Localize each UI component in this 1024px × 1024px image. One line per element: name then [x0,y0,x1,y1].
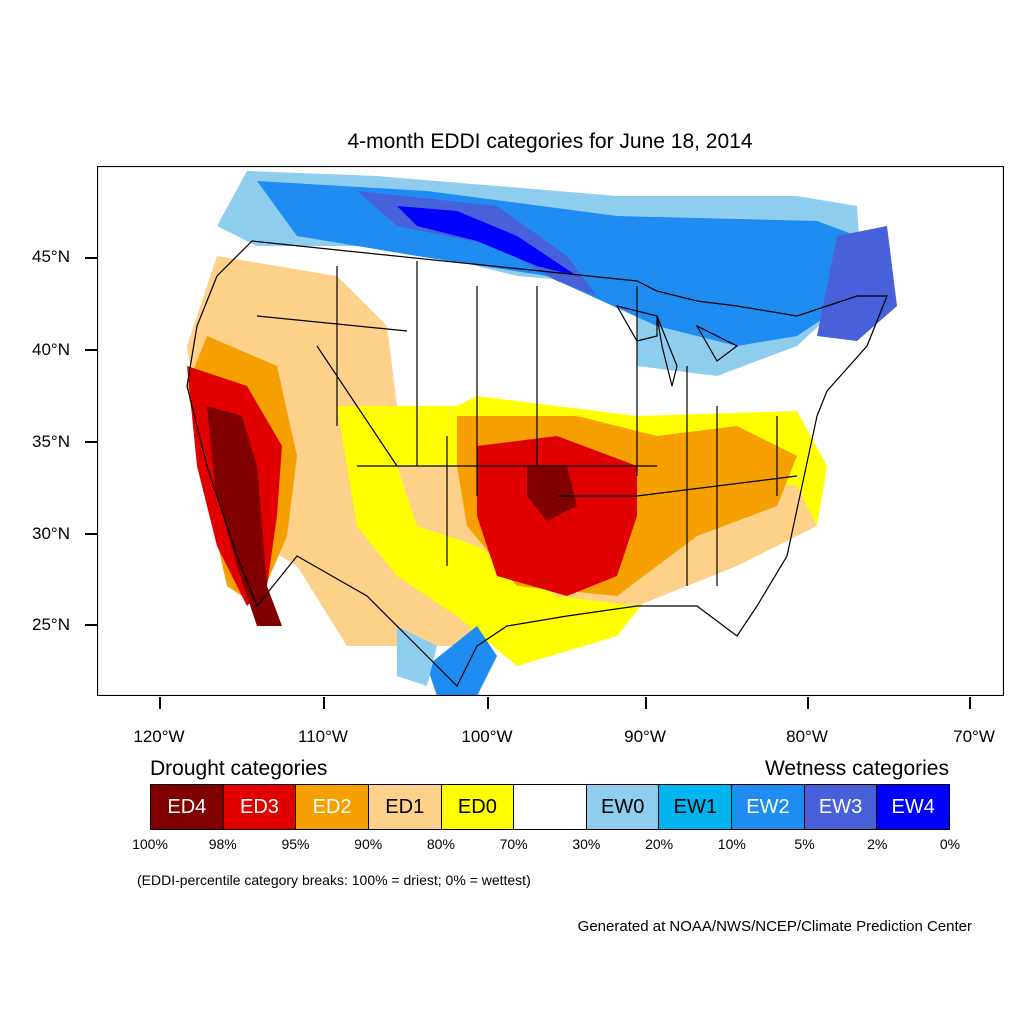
percent-break-label: 2% [867,836,888,852]
lon-tick-mark [969,697,971,709]
percent-break-label: 98% [208,836,237,852]
lat-tick-mark [85,349,97,351]
percent-break-label: 20% [645,836,674,852]
wetness-categories-heading: Wetness categories [764,757,949,780]
wet-region-mexico [397,626,437,686]
percent-break-label: 100% [132,836,168,852]
lon-tick-mark [645,697,647,709]
percent-break-label: 5% [794,836,815,852]
lon-tick-100: 100°W [461,727,513,746]
legend-swatch-ed4: ED4 [151,785,224,829]
percent-break-label: 70% [499,836,528,852]
legend-swatch-ew3: EW3 [804,785,878,829]
lat-tick-35: 35°N [32,432,70,451]
lat-tick-mark [85,533,97,535]
legend-swatch-ew0: EW0 [586,785,660,829]
percent-break-label: 90% [354,836,383,852]
category-breaks-note: (EDDI-percentile category breaks: 100% =… [137,872,531,888]
lon-tick-mark [807,697,809,709]
legend-swatch-neutral [514,785,587,829]
lon-tick-mark [323,697,325,709]
us-outline [186,240,888,688]
category-legend-bar: ED4 ED3 ED2 ED1 ED0 EW0 EW1 EW2 EW3 EW4 [150,784,950,830]
percent-break-label: 95% [281,836,310,852]
legend-swatch-ed0: ED0 [441,785,515,829]
lon-tick-120: 120°W [133,727,185,746]
wet-region-north-ew4 [397,206,577,276]
lat-tick-25: 25°N [32,615,70,634]
lon-tick-mark [159,697,161,709]
lat-tick-30: 30°N [32,524,70,543]
state-lines [256,261,798,586]
great-lakes [615,305,739,387]
wet-region-texas [427,626,497,696]
map-panel [97,166,1004,696]
legend-swatch-ew4: EW4 [877,785,950,829]
lat-tick-40: 40°N [32,340,70,359]
legend-swatch-ew1: EW1 [659,785,733,829]
dry-region-central-ed4 [527,466,577,521]
wet-region-northeast [817,226,897,341]
lat-tick-mark [85,257,97,259]
credit-line: Generated at NOAA/NWS/NCEP/Climate Predi… [577,918,972,935]
percent-break-label: 30% [572,836,601,852]
lat-tick-45: 45°N [32,247,70,266]
lat-tick-mark [85,441,97,443]
lon-tick-mark [487,697,489,709]
legend-swatch-ed1: ED1 [368,785,442,829]
dry-region-west-ed4 [207,406,282,626]
percent-break-label: 10% [717,836,746,852]
lon-tick-90: 90°W [624,727,666,746]
percent-break-label: 80% [426,836,455,852]
drought-categories-heading: Drought categories [150,757,328,780]
legend-swatch-ed2: ED2 [296,785,369,829]
legend-swatch-ed3: ED3 [223,785,297,829]
percent-break-label: 0% [939,836,961,852]
lon-tick-80: 80°W [786,727,828,746]
legend-swatch-ew2: EW2 [732,785,805,829]
map-title: 4-month EDDI categories for June 18, 201… [347,130,753,153]
lon-tick-110: 110°W [298,727,348,746]
lat-tick-mark [85,624,97,626]
lon-tick-70: 70°W [953,727,995,746]
